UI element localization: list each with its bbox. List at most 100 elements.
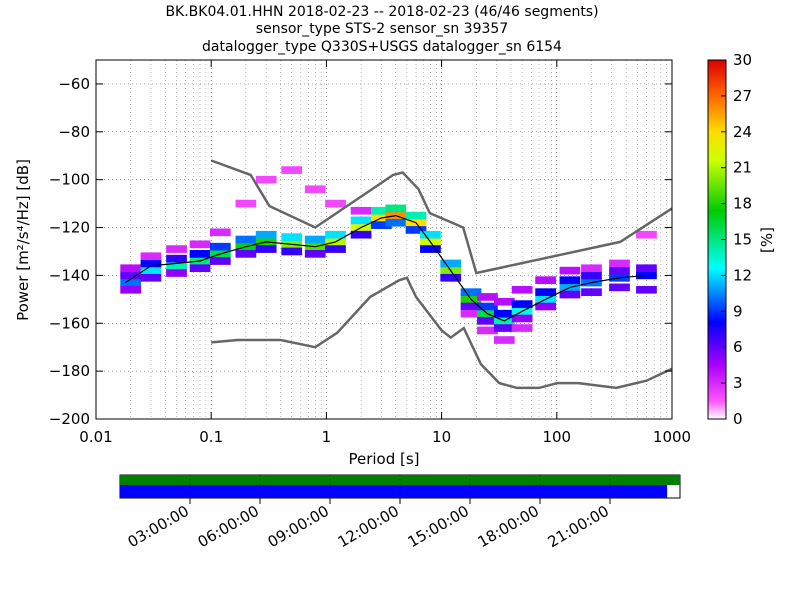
y-axis-ticks: −200 −180 −160 −140 −120 −100 −80 −60 (49, 75, 672, 428)
density-cell (477, 302, 498, 311)
time-tick-label: 09:00:00 (265, 502, 332, 551)
density-cell (511, 285, 533, 294)
density-cell (189, 264, 211, 273)
density-cell (166, 269, 187, 277)
y-tick-label: −200 (49, 410, 90, 428)
density-cell (120, 264, 142, 273)
density-cell (281, 233, 303, 241)
density-cell (493, 336, 515, 344)
density-cell (609, 259, 630, 268)
density-cell (405, 211, 427, 220)
density-cell (120, 285, 142, 294)
plot-frame (95, 59, 673, 420)
ppsd-plot: 0.01 0.1 1 10 100 1000 −200 −180 −160 −140 −120 −1… (49, 59, 691, 446)
density-cell (385, 218, 407, 227)
density-cell (140, 273, 162, 282)
density-cell (581, 264, 602, 273)
density-cell (493, 309, 515, 318)
density-cell (535, 288, 557, 296)
density-cell (281, 166, 303, 174)
density-cell (166, 245, 187, 253)
density-cell (636, 285, 657, 294)
density-cell (420, 245, 441, 253)
density-cell (370, 206, 392, 215)
density-cell (209, 242, 231, 251)
density-cell (559, 266, 581, 275)
density-cell (609, 283, 630, 292)
density-cell (120, 278, 142, 287)
time-tick-label: 06:00:00 (195, 502, 262, 551)
density-cell (511, 300, 533, 308)
density-cell (385, 204, 407, 213)
density-cell (559, 276, 581, 285)
density-cell (281, 247, 303, 256)
density-cell (420, 230, 441, 239)
time-tick-label: 15:00:00 (405, 502, 472, 551)
colorbar-ticks: 0 3 6 9 12 15 18 21 24 27 30 (721, 51, 752, 428)
density-cell (405, 226, 427, 234)
time-tick-label: 03:00:00 (125, 502, 192, 551)
nlnm-curve (211, 276, 673, 390)
density-cell (350, 230, 372, 239)
density-cell (581, 288, 602, 296)
density-cell (535, 302, 557, 311)
density-cell (140, 259, 162, 268)
colorbar-tick-label: 0 (733, 410, 743, 428)
density-cell (235, 199, 257, 208)
density-cell (140, 266, 162, 275)
density-cell (440, 259, 462, 268)
colorbar-tick-label: 3 (733, 374, 743, 392)
density-cell (636, 264, 657, 273)
density-cell (304, 185, 326, 194)
colorbar-tick-label: 18 (733, 195, 752, 213)
mode-curve (125, 214, 647, 322)
density-cell (166, 261, 187, 270)
x-axis-label: Period [s] (348, 450, 419, 468)
density-cell (325, 230, 346, 239)
y-tick-label: −80 (58, 123, 90, 141)
density-cell (460, 302, 482, 311)
time-tick-label: 12:00:00 (335, 502, 402, 551)
density-cell (477, 293, 498, 301)
colorbar-tick-label: 24 (733, 123, 752, 141)
density-cell (609, 266, 630, 275)
density-cell (255, 175, 277, 184)
colorbar-tick-label: 6 (733, 338, 743, 356)
density-cell (304, 250, 326, 258)
colorbar-tick-label: 12 (733, 266, 752, 284)
density-cell (511, 324, 533, 332)
x-tick-label: 0.01 (79, 428, 112, 446)
density-cell (209, 228, 231, 237)
density-cell (189, 240, 211, 249)
x-tick-label: 1 (322, 428, 332, 446)
density-cell (120, 271, 142, 280)
density-cell (350, 216, 372, 225)
density-cell (166, 254, 187, 263)
density-cell (140, 252, 162, 261)
title-line-3: datalogger_type Q330S+USGS datalogger_sn… (202, 39, 562, 55)
data-coverage-bar (120, 485, 668, 498)
y-tick-label: −120 (49, 219, 90, 237)
x-tick-label: 100 (542, 428, 571, 446)
density-cell (255, 230, 277, 239)
x-tick-label: 0.1 (199, 428, 223, 446)
y-axis-label: Power [m²/s⁴/Hz] [dB] (14, 159, 32, 321)
density-cell (460, 288, 482, 296)
density-cell (493, 297, 515, 306)
density-cell (477, 317, 498, 325)
density-cell (440, 273, 462, 282)
density-cell (636, 271, 657, 280)
colorbar-tick-label: 27 (733, 87, 752, 105)
density-cell (581, 271, 602, 280)
density-cell (304, 235, 326, 244)
density-cell (535, 276, 557, 285)
density-cell (189, 250, 211, 258)
density-cell (477, 326, 498, 335)
colorbar-tick-label: 15 (733, 231, 752, 249)
coverage-bar: 03:00:00 06:00:00 09:00:00 12:00:00 15:00:00… (119, 474, 681, 551)
density-cell (235, 235, 257, 244)
y-tick-label: −180 (49, 362, 90, 380)
density-cell (235, 250, 257, 258)
density-cell (370, 221, 392, 229)
colorbar-tick-label: 9 (733, 302, 743, 320)
